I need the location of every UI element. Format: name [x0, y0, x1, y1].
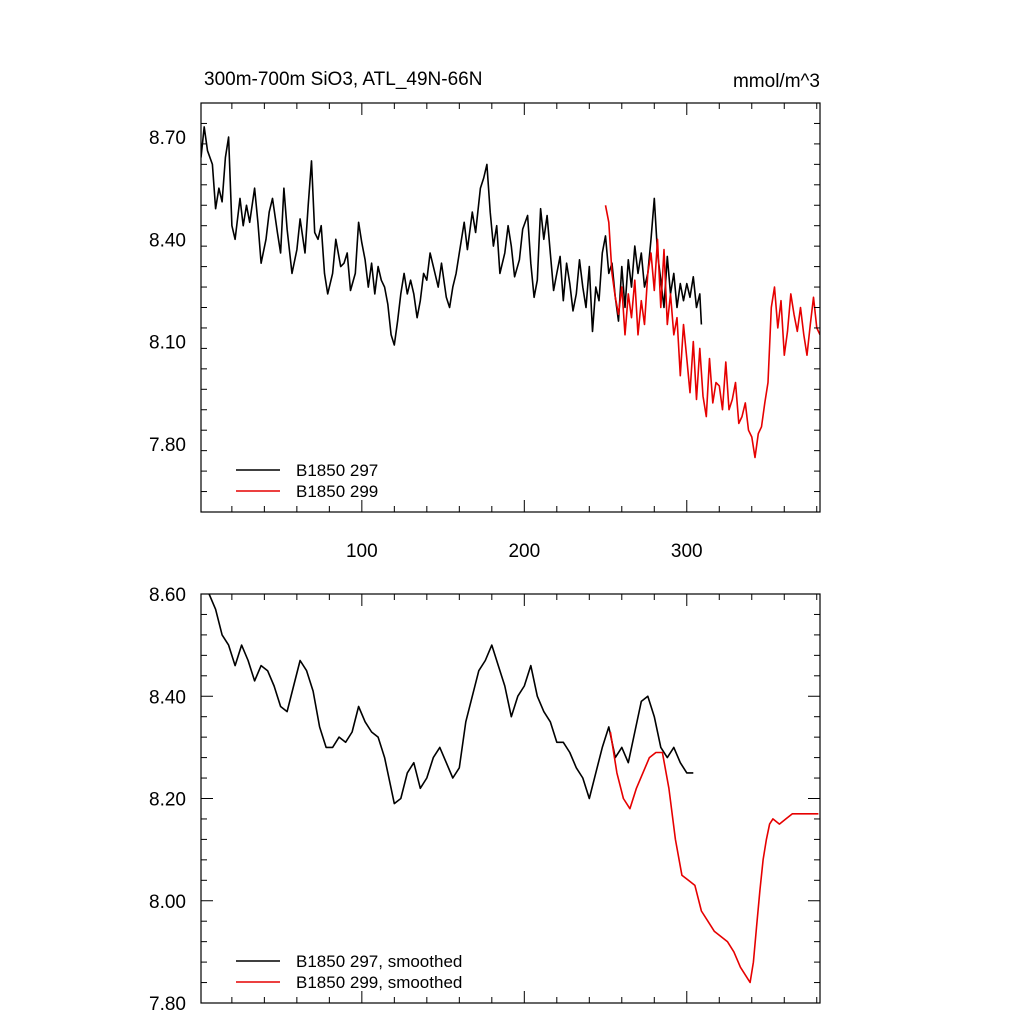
- y-tick-label: 8.40: [149, 230, 186, 251]
- top-series-line-2: [604, 205, 820, 459]
- bottom-series-line-1: [208, 594, 694, 805]
- top-series-line-1: [201, 126, 703, 346]
- x-tick-label: 200: [508, 541, 540, 562]
- top-legend: B1850 297 B1850 299: [236, 461, 378, 501]
- y-tick-label: 8.10: [149, 333, 186, 354]
- bottom-series-group: [208, 594, 819, 984]
- units-label: mmol/m^3: [733, 71, 820, 92]
- top-panel: 300m-700m SiO3, ATL_49N-66N mmol/m^3 100…: [149, 69, 821, 562]
- legend-label-2: B1850 299, smoothed: [296, 973, 462, 992]
- x-tick-label: 100: [346, 541, 378, 562]
- y-tick-label: 8.70: [149, 128, 186, 149]
- top-series-group: [201, 126, 820, 459]
- legend-label-2: B1850 299: [296, 482, 378, 501]
- y-tick-label: 7.80: [149, 994, 186, 1015]
- legend-label-1: B1850 297: [296, 461, 378, 480]
- plot-frame: [200, 102, 821, 513]
- top-axes: 100 200 300 7.80 8.10 8.40 8.70: [149, 102, 821, 562]
- legend-label-1: B1850 297, smoothed: [296, 952, 462, 971]
- bottom-axes: 7.80 8.00 8.20 8.40 8.60: [149, 585, 821, 1015]
- bottom-legend: B1850 297, smoothed B1850 299, smoothed: [236, 952, 462, 992]
- y-tick-label: 7.80: [149, 435, 186, 456]
- bottom-series-line-2: [609, 731, 819, 984]
- x-tick-label: 300: [671, 541, 703, 562]
- y-tick-label: 8.40: [149, 687, 186, 708]
- y-tick-label: 8.00: [149, 892, 186, 913]
- y-tick-label: 8.60: [149, 585, 186, 606]
- chart-title: 300m-700m SiO3, ATL_49N-66N: [204, 69, 482, 90]
- bottom-panel: 7.80 8.00 8.20 8.40 8.60 B1850 297, smoothed…: [149, 585, 821, 1015]
- y-tick-label: 8.20: [149, 790, 186, 811]
